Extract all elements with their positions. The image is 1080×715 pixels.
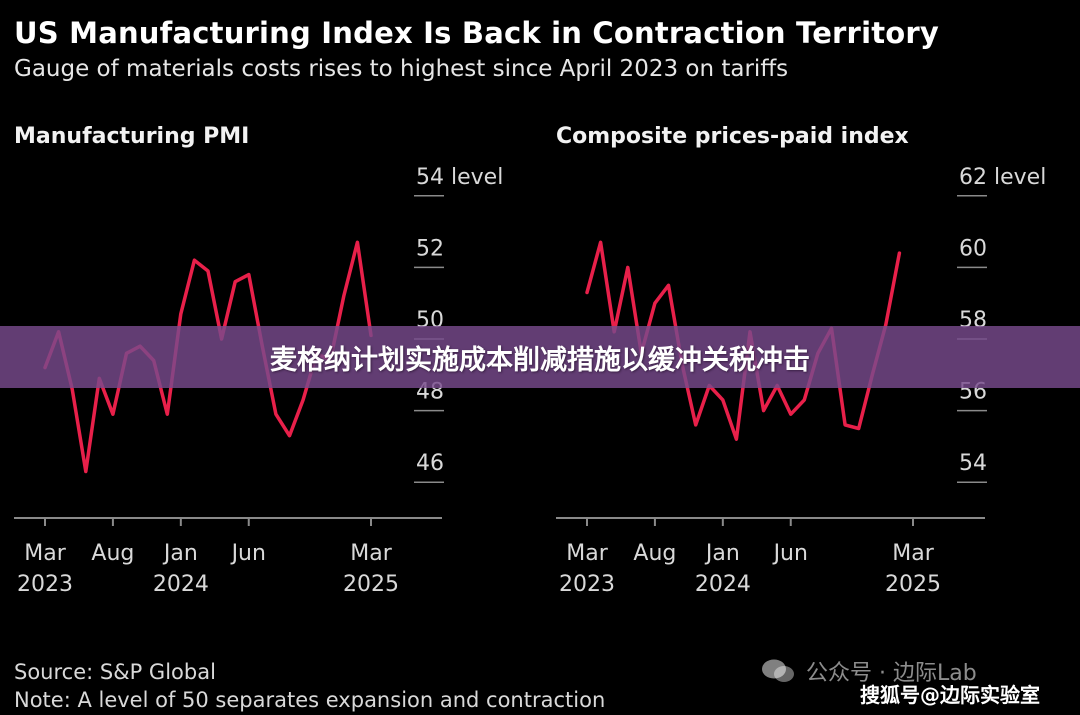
footnote: Note: A level of 50 separates expansion … [14, 688, 606, 712]
data-point [843, 423, 847, 427]
data-point [898, 251, 901, 255]
x-tick-label-year: 2023 [559, 572, 615, 597]
source-note: Source: S&P Global [14, 660, 216, 684]
x-tick-label-month: Mar [350, 541, 392, 566]
x-tick-label-month: Aug [91, 541, 134, 566]
x-tick-label-month: Jan [704, 541, 740, 566]
x-tick-label-month: Mar [24, 541, 66, 566]
wechat-icon [762, 659, 794, 682]
data-point [342, 294, 346, 298]
x-tick-label-year: 2023 [17, 572, 73, 597]
y-tick-label: 54 level [416, 165, 503, 190]
x-tick-label-year: 2025 [885, 572, 941, 597]
y-tick-label: 52 [416, 236, 444, 261]
data-point [735, 438, 738, 441]
y-tick-label: 54 [959, 451, 987, 476]
wechat-watermark: 公众号 · 边际Lab [760, 655, 977, 687]
data-point [667, 284, 670, 287]
data-point [193, 259, 196, 262]
page-subtitle: Gauge of materials costs rises to highes… [14, 56, 789, 82]
data-point [803, 398, 806, 402]
x-tick-label-month: Jun [772, 541, 808, 566]
data-point [653, 302, 657, 305]
data-point [599, 241, 602, 244]
data-point [857, 427, 860, 430]
data-point [288, 434, 291, 437]
data-point [694, 423, 697, 427]
data-point [626, 266, 629, 269]
data-point [247, 273, 250, 276]
x-tick-label-month: Aug [633, 541, 676, 566]
overlay-banner-text: 麦格纳计划实施成本削减措施以缓冲关税冲击 [270, 344, 810, 376]
x-tick-label-year: 2024 [153, 572, 209, 597]
page-title: US Manufacturing Index Is Back in Contra… [14, 16, 939, 50]
wechat-watermark-text: 公众号 · 边际Lab [806, 661, 977, 686]
sohu-watermark: 搜狐号@边际实验室 [860, 683, 1040, 707]
data-point [206, 269, 210, 273]
x-tick-label-month: Mar [566, 541, 608, 566]
x-tick-label-month: Jun [230, 541, 266, 566]
y-tick-label: 46 [416, 451, 444, 476]
x-tick-label-month: Mar [892, 541, 934, 566]
pmi-panel-title: Manufacturing PMI [14, 124, 250, 149]
data-point [70, 387, 74, 391]
data-point [585, 291, 589, 294]
data-point [179, 312, 183, 316]
data-point [356, 241, 359, 244]
data-point [111, 412, 115, 416]
data-point [233, 280, 237, 283]
x-tick-label-month: Jan [162, 541, 198, 566]
prices-panel-title: Composite prices-paid index [556, 124, 909, 149]
data-point [789, 412, 792, 416]
overlay-banner: 麦格纳计划实施成本削减措施以缓冲关税冲击 [0, 326, 1080, 388]
data-point [166, 412, 169, 416]
data-point [884, 323, 888, 326]
y-tick-label: 60 [959, 236, 987, 261]
data-point [274, 412, 278, 416]
data-point [762, 409, 765, 412]
data-point [721, 398, 725, 402]
data-point [84, 470, 87, 473]
x-tick-label-year: 2024 [695, 572, 751, 597]
data-point [301, 398, 305, 402]
y-tick-label: 62 level [959, 165, 1046, 190]
x-tick-label-year: 2025 [343, 572, 399, 597]
